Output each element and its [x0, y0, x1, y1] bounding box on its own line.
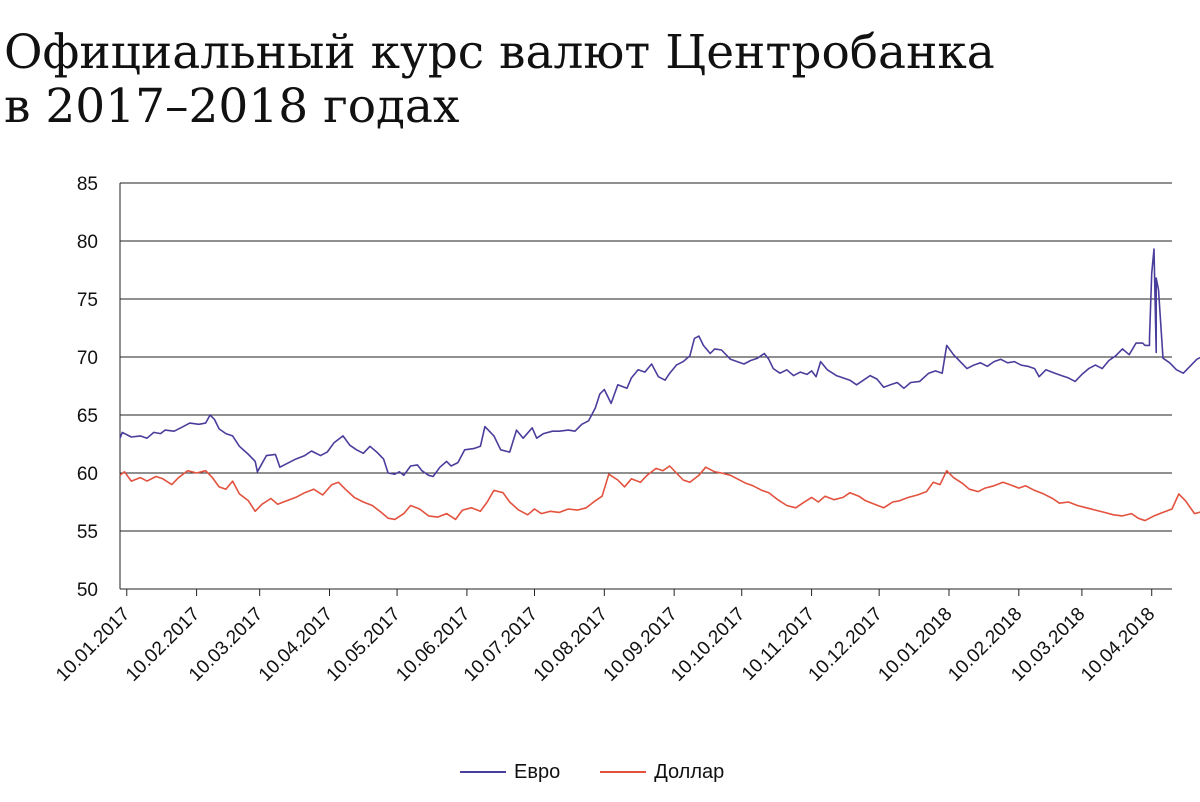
y-tick-label: 50: [77, 580, 98, 601]
y-tick-label: 60: [77, 464, 98, 485]
chart-title: Официальный курс валют Центробанка в 201…: [4, 26, 1184, 134]
x-tick-label: 10.10.2017: [667, 604, 749, 686]
x-tick-label: 10.12.2017: [805, 604, 887, 686]
legend-swatch-dollar: [600, 771, 647, 773]
chart-title-line-1: Официальный курс валют Центробанка: [4, 25, 995, 80]
y-tick-label: 80: [77, 232, 98, 253]
x-tick-label: 10.05.2017: [323, 604, 405, 686]
y-tick-label: 70: [77, 348, 98, 369]
series-line-euro: [119, 248, 1200, 478]
legend-item-euro: Евро: [460, 761, 560, 784]
series-lines: [119, 248, 1200, 522]
legend: Евро Доллар: [460, 758, 724, 786]
y-tick-label: 85: [77, 174, 98, 195]
gridlines: [119, 182, 1172, 590]
y-tick-label: 55: [77, 522, 98, 543]
x-tick-label: 10.01.2017: [52, 604, 134, 686]
y-axis-ticks: 50 55 60 65 70 75 80 85: [77, 174, 98, 601]
legend-item-dollar: Доллар: [600, 761, 724, 784]
y-tick-label: 75: [77, 290, 98, 311]
x-tick-label: 10.04.2018: [1077, 604, 1159, 686]
y-tick-label: 65: [77, 406, 98, 427]
series-line-dollar: [119, 465, 1200, 522]
legend-label-euro: Евро: [514, 760, 561, 783]
legend-label-dollar: Доллар: [654, 760, 725, 783]
legend-swatch-euro: [460, 771, 506, 773]
x-axis: 10.01.201710.02.201710.03.201710.04.2017…: [52, 589, 1159, 686]
x-tick-label: 10.08.2017: [530, 604, 612, 686]
chart-title-line-2: в 2017–2018 годах: [4, 79, 460, 134]
x-tick-label: 10.07.2017: [460, 604, 542, 686]
x-tick-label: 10.01.2018: [874, 604, 956, 686]
